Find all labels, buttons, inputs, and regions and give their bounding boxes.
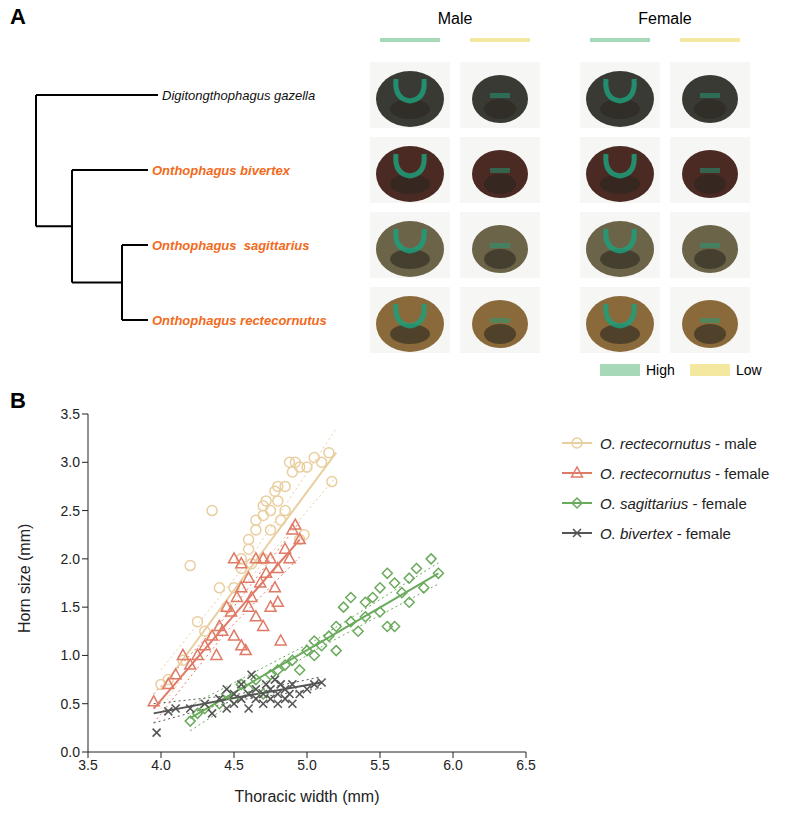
svg-text:3.0: 3.0 <box>61 454 81 470</box>
html-text:B: B <box>10 388 26 413</box>
svg-text:2.5: 2.5 <box>61 503 81 519</box>
svg-text:3.5: 3.5 <box>78 757 98 773</box>
svg-text:6.5: 6.5 <box>516 757 536 773</box>
svg-text:High: High <box>646 362 675 378</box>
html-text:O. sagittarius - female: O. sagittarius - female <box>600 494 747 512</box>
svg-text:5.0: 5.0 <box>297 757 317 773</box>
svg-text:1.0: 1.0 <box>61 647 81 663</box>
svg-text:5.5: 5.5 <box>370 757 390 773</box>
svg-text:4.0: 4.0 <box>151 757 171 773</box>
svg-text:Digitongthophagus gazella: Digitongthophagus gazella <box>162 88 315 103</box>
svg-text:6.0: 6.0 <box>443 757 463 773</box>
svg-text:Horn size (mm): Horn size (mm) <box>16 524 33 633</box>
html-text:O. rectecornutus - male: O. rectecornutus - male <box>600 434 757 452</box>
svg-text:0.5: 0.5 <box>61 696 81 712</box>
html-text:O. rectecornutus - female: O. rectecornutus - female <box>600 464 770 482</box>
svg-text:3.5: 3.5 <box>61 406 81 422</box>
svg-text:Low: Low <box>736 362 763 378</box>
svg-text:2.0: 2.0 <box>61 551 81 567</box>
svg-text:Onthophagus sagittarius: Onthophagus sagittarius <box>152 238 309 253</box>
html-text:O. bivertex - female: O. bivertex - female <box>600 524 731 542</box>
svg-text:4.5: 4.5 <box>224 757 244 773</box>
svg-text:A: A <box>10 4 26 29</box>
svg-text:Female: Female <box>638 10 691 27</box>
svg-text:Thoracic width (mm): Thoracic width (mm) <box>235 788 380 805</box>
svg-text:1.5: 1.5 <box>61 599 81 615</box>
svg-text:Male: Male <box>438 10 473 27</box>
svg-text:Onthophagus rectecornutus: Onthophagus rectecornutus <box>152 313 327 328</box>
svg-text:0.0: 0.0 <box>61 744 81 760</box>
svg-text:Onthophagus bivertex: Onthophagus bivertex <box>152 163 291 178</box>
